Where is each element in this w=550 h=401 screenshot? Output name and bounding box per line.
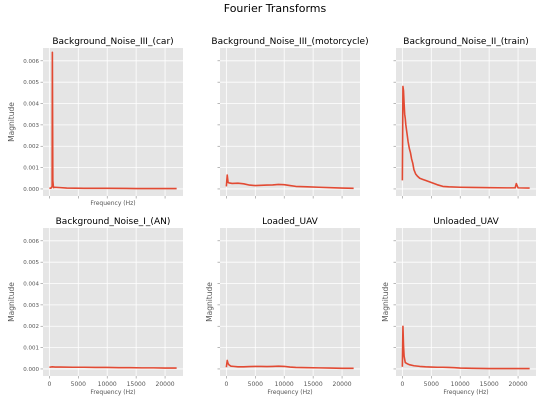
x-tick-label: 5000 <box>424 381 439 388</box>
chart-panel-2: Background_Noise_III_(motorcycle) <box>211 37 369 199</box>
y-tick-label: 0.003 <box>23 303 39 309</box>
x-axis-label: Frequency (Hz) <box>443 389 488 396</box>
y-tick-label: 0.005 <box>23 260 39 266</box>
panel-title: Background_Noise_III_(car) <box>52 37 173 47</box>
x-tick-label: 10000 <box>451 381 470 388</box>
x-tick-label: 20000 <box>509 381 528 388</box>
plot-area <box>396 48 536 196</box>
y-tick-label: 0.006 <box>23 59 39 65</box>
x-tick-label: 20000 <box>333 381 352 388</box>
y-tick-label: 0.006 <box>23 239 39 245</box>
y-tick-label: 0.002 <box>23 324 39 330</box>
chart-panel-4: 0.000 0.001 0.002 0.003 0.004 0.005 0.006 0 5000… <box>7 217 183 396</box>
plot-area <box>220 228 360 376</box>
y-tick-label: 0.002 <box>23 144 39 150</box>
x-tick-label: 10000 <box>98 381 117 388</box>
x-tick-label: 0 <box>224 381 228 388</box>
x-tick-label: 5000 <box>248 381 263 388</box>
chart-panel-3: Background_Noise_II_(train) <box>393 37 536 199</box>
x-tick-label: 0 <box>400 381 404 388</box>
chart-panel-1: 0.000 0.001 0.002 0.003 0.004 0.005 0.006 Backg… <box>7 37 183 207</box>
plot-area <box>43 48 183 196</box>
plot-area <box>220 48 360 196</box>
series-line-1 <box>401 85 530 189</box>
y-axis-label: Magnitude <box>7 282 16 322</box>
series-line-1 <box>49 51 177 190</box>
panel-title: Background_Noise_I_(AN) <box>56 217 171 227</box>
y-axis-label: Magnitude <box>205 282 214 322</box>
x-tick-label: 0 <box>47 381 51 388</box>
chart-panel-5: 0 5000 10000 15000 20000 Loaded_UAV Frequency … <box>205 217 360 396</box>
series-line-1 <box>225 359 354 370</box>
y-tick-label: 0.001 <box>23 346 39 352</box>
y-axis-label: Magnitude <box>381 282 390 322</box>
x-tick-label: 15000 <box>127 381 146 388</box>
chart-panel-6: 0 5000 10000 15000 20000 Unloaded_UAV Frequenc… <box>381 217 536 396</box>
panel-title: Background_Noise_II_(train) <box>403 37 528 47</box>
plot-area <box>43 228 183 376</box>
figure-title: Fourier Transforms <box>223 2 327 15</box>
x-axis-label: Frequency (Hz) <box>267 389 312 396</box>
x-tick-label: 15000 <box>304 381 323 388</box>
y-tick-label: 0.000 <box>23 187 39 193</box>
x-axis-label: Frequency (Hz) <box>90 389 135 396</box>
x-tick-label: 20000 <box>156 381 175 388</box>
x-tick-label: 10000 <box>275 381 294 388</box>
y-tick-label: 0.004 <box>23 102 39 108</box>
y-tick-label: 0.000 <box>23 367 39 373</box>
x-tick-label: 15000 <box>480 381 499 388</box>
panel-title: Loaded_UAV <box>262 217 319 227</box>
y-tick-label: 0.001 <box>23 166 39 172</box>
x-axis-label: Frequency (Hz) <box>90 200 135 207</box>
series-line-1 <box>49 366 177 369</box>
plot-area <box>396 228 536 376</box>
series-line-1 <box>225 174 354 190</box>
y-tick-label: 0.005 <box>23 80 39 86</box>
panel-title: Unloaded_UAV <box>433 217 499 227</box>
y-axis-label: Magnitude <box>7 102 16 142</box>
y-tick-label: 0.004 <box>23 282 39 288</box>
x-tick-label: 5000 <box>71 381 86 388</box>
panel-title: Background_Noise_III_(motorcycle) <box>211 37 368 47</box>
y-tick-label: 0.003 <box>23 123 39 129</box>
series-line-1 <box>401 325 530 370</box>
